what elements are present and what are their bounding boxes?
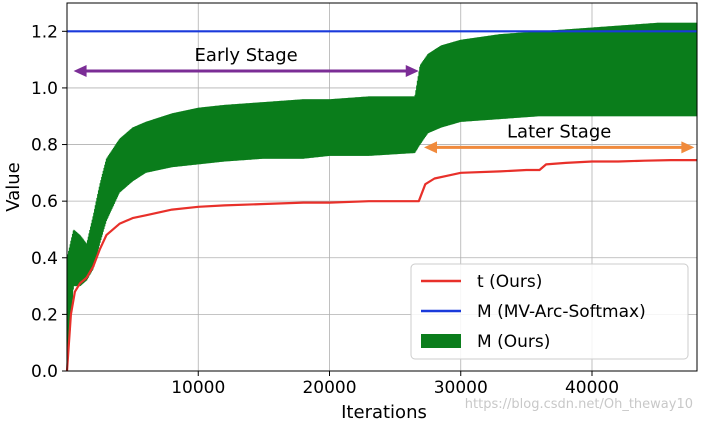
legend-label: M (MV-Arc-Softmax) xyxy=(477,302,646,322)
axes: 10000 20000 30000 40000 0.0 0.2 0.4 0.6 0.8 1.0 1.… xyxy=(31,2,698,398)
later-stage-arrow-head-right xyxy=(681,141,695,154)
x-tick-label: 40000 xyxy=(565,378,619,398)
early-stage-label: Early Stage xyxy=(195,45,298,66)
x-tick-label: 30000 xyxy=(434,378,488,398)
legend-label: M (Ours) xyxy=(477,332,550,352)
plot-frame xyxy=(66,2,698,372)
series-band-layer xyxy=(66,22,698,372)
watermark: https://blog.csdn.net/Oh_theway10 xyxy=(465,397,693,412)
series-band-m-ours-fill xyxy=(67,22,697,372)
x-tick-label: 10000 xyxy=(171,378,225,398)
x-tick-label: 20000 xyxy=(302,378,356,398)
y-tick-label: 0.8 xyxy=(31,136,58,156)
series-line-layer xyxy=(65,30,697,372)
y-tick-label: 0.0 xyxy=(31,362,58,382)
y-tick-label: 1.0 xyxy=(31,79,58,99)
legend-box xyxy=(410,263,689,360)
x-axis-label: Iterations xyxy=(341,402,427,421)
early-stage-arrow-head-left xyxy=(73,64,87,77)
y-tick-label: 0.6 xyxy=(31,192,58,212)
later-stage-arrow-head-left xyxy=(424,141,437,154)
annotation-layer: Early Stage Later Stage xyxy=(73,45,695,154)
later-stage-label: Later Stage xyxy=(507,121,611,142)
legend-label: t (Ours) xyxy=(477,272,542,292)
y-axis-label: Value xyxy=(3,162,24,211)
y-tick-label: 1.2 xyxy=(31,22,58,42)
legend: t (Ours) M (MV-Arc-Softmax) M (Ours) xyxy=(410,263,689,360)
series-line-t-ours xyxy=(65,159,697,372)
y-tick-label: 0.2 xyxy=(31,305,58,325)
y-tick-label: 0.4 xyxy=(31,249,58,269)
early-stage-arrow-head-right xyxy=(405,64,419,77)
legend-swatch-m-ours xyxy=(421,334,461,348)
